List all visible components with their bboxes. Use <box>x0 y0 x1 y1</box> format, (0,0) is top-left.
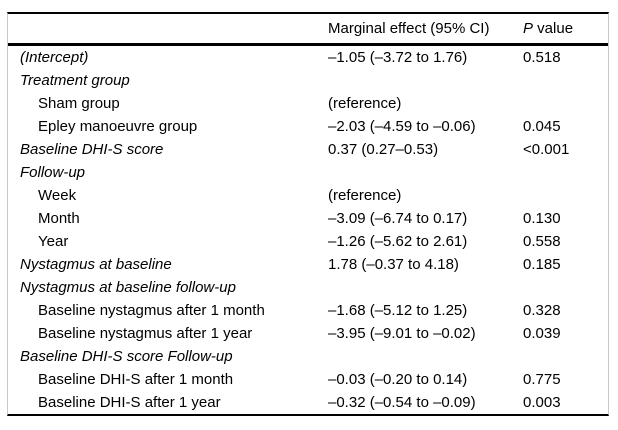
row-p-value: 0.518 <box>523 49 561 66</box>
p-value-header-rest: value <box>533 20 574 37</box>
row-effect-value: –0.03 (–0.20 to 0.14) <box>328 371 468 388</box>
p-value-header-italic-p: P <box>523 20 534 37</box>
row-effect-value: –3.95 (–9.01 to –0.02) <box>328 325 476 342</box>
row-label: Month <box>38 210 80 227</box>
row-label: Follow-up <box>20 164 86 181</box>
row-p-value: 0.130 <box>523 210 561 227</box>
table-row-intercept: (Intercept) –1.05 (–3.72 to 1.76) 0.518 <box>8 46 608 69</box>
table-header-row: Marginal effect (95% CI) P value <box>8 14 608 46</box>
table-row-nystagmus-at-baseline: Nystagmus at baseline 1.78 (–0.37 to 4.1… <box>8 253 608 276</box>
row-effect-value: –2.03 (–4.59 to –0.06) <box>328 118 476 135</box>
table-row-baseline-nystagmus-after-1-year: Baseline nystagmus after 1 year –3.95 (–… <box>8 322 608 345</box>
row-effect-value: (reference) <box>328 95 402 112</box>
row-label: Baseline nystagmus after 1 year <box>38 325 253 342</box>
table-row-follow-up: Follow-up <box>8 161 608 184</box>
row-p-value: 0.039 <box>523 325 561 342</box>
table-row-nystagmus-at-baseline-follow-up: Nystagmus at baseline follow-up <box>8 276 608 299</box>
row-effect-value: –1.26 (–5.62 to 2.61) <box>328 233 468 250</box>
row-effect-value: –1.68 (–5.12 to 1.25) <box>328 302 468 319</box>
row-label: Baseline nystagmus after 1 month <box>38 302 265 319</box>
row-effect-value: (reference) <box>328 187 402 204</box>
results-table: Marginal effect (95% CI) P value (Interc… <box>7 12 609 416</box>
table-body: (Intercept) –1.05 (–3.72 to 1.76) 0.518 … <box>8 46 608 414</box>
column-header-p-value: P value <box>523 14 573 43</box>
table-row-epley-manoeuvre-group: Epley manoeuvre group –2.03 (–4.59 to –0… <box>8 115 608 138</box>
row-p-value: <0.001 <box>523 141 570 158</box>
table-row-sham-group: Sham group (reference) <box>8 92 608 115</box>
row-effect-value: –3.09 (–6.74 to 0.17) <box>328 210 468 227</box>
row-p-value: 0.003 <box>523 394 561 411</box>
row-p-value: 0.045 <box>523 118 561 135</box>
row-label: (Intercept) <box>20 49 89 66</box>
row-label: Nystagmus at baseline <box>20 256 172 273</box>
table-row-week: Week (reference) <box>8 184 608 207</box>
row-effect-value: –0.32 (–0.54 to –0.09) <box>328 394 476 411</box>
row-p-value: 0.775 <box>523 371 561 388</box>
table-row-baseline-dhi-s-score: Baseline DHI-S score 0.37 (0.27–0.53) <0… <box>8 138 608 161</box>
row-effect-value: –1.05 (–3.72 to 1.76) <box>328 49 468 66</box>
table-row-month: Month –3.09 (–6.74 to 0.17) 0.130 <box>8 207 608 230</box>
row-label: Treatment group <box>20 72 130 89</box>
row-label: Baseline DHI-S after 1 year <box>38 394 221 411</box>
row-p-value: 0.558 <box>523 233 561 250</box>
row-label: Sham group <box>38 95 120 112</box>
row-label: Epley manoeuvre group <box>38 118 198 135</box>
row-p-value: 0.328 <box>523 302 561 319</box>
row-label: Year <box>38 233 69 250</box>
row-p-value: 0.185 <box>523 256 561 273</box>
table-row-baseline-dhi-s-score-follow-up: Baseline DHI-S score Follow-up <box>8 345 608 368</box>
row-label: Nystagmus at baseline follow-up <box>20 279 236 296</box>
row-label: Week <box>38 187 77 204</box>
row-label: Baseline DHI-S after 1 month <box>38 371 234 388</box>
table-row-treatment-group: Treatment group <box>8 69 608 92</box>
table-row-baseline-nystagmus-after-1-month: Baseline nystagmus after 1 month –1.68 (… <box>8 299 608 322</box>
table-row-baseline-dhi-s-after-1-year: Baseline DHI-S after 1 year –0.32 (–0.54… <box>8 391 608 414</box>
row-label: Baseline DHI-S score Follow-up <box>20 348 233 365</box>
row-effect-value: 0.37 (0.27–0.53) <box>328 141 439 158</box>
row-effect-value: 1.78 (–0.37 to 4.18) <box>328 256 459 273</box>
table-row-year: Year –1.26 (–5.62 to 2.61) 0.558 <box>8 230 608 253</box>
row-label: Baseline DHI-S score <box>20 141 164 158</box>
table-row-baseline-dhi-s-after-1-month: Baseline DHI-S after 1 month –0.03 (–0.2… <box>8 368 608 391</box>
column-header-marginal-effect: Marginal effect (95% CI) <box>328 20 490 37</box>
